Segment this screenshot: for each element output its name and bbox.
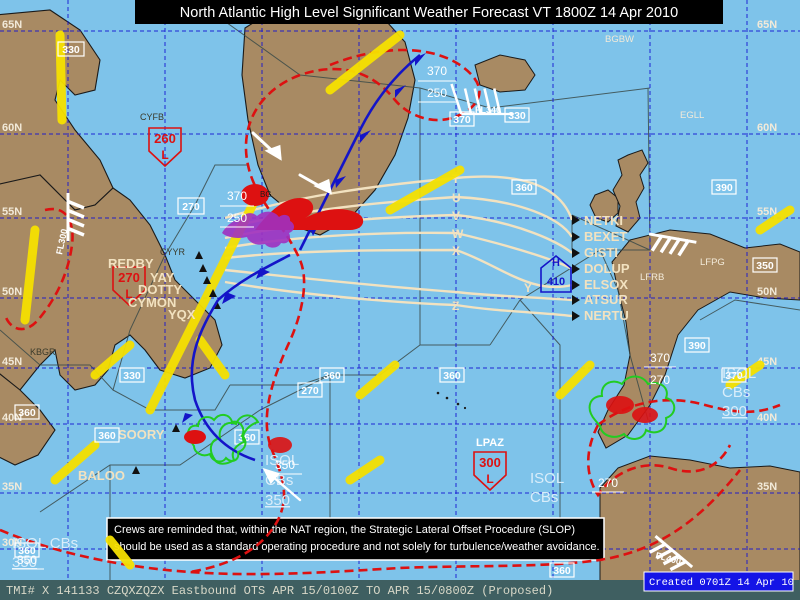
svg-text:Z: Z	[452, 299, 459, 313]
svg-text:X: X	[452, 244, 460, 258]
svg-text:ELSOX: ELSOX	[584, 277, 628, 292]
svg-text:should be used as a standard o: should be used as a standard operating p…	[114, 541, 600, 553]
svg-text:ISOL: ISOL	[722, 365, 756, 382]
svg-text:360: 360	[515, 182, 533, 194]
svg-text:270: 270	[118, 270, 140, 285]
svg-text:360: 360	[553, 565, 571, 577]
svg-text:BALOO: BALOO	[78, 468, 125, 483]
svg-text:350: 350	[275, 458, 295, 472]
svg-text:NETKI: NETKI	[584, 213, 623, 228]
svg-text:CYFB: CYFB	[140, 112, 164, 122]
svg-text:250: 250	[227, 211, 247, 225]
svg-text:55N: 55N	[2, 206, 22, 218]
svg-text:CYYR: CYYR	[160, 247, 186, 257]
svg-text:270: 270	[650, 373, 670, 387]
svg-text:350: 350	[265, 492, 290, 509]
svg-text:350: 350	[17, 553, 37, 567]
svg-text:390: 390	[688, 340, 706, 352]
svg-text:360: 360	[323, 370, 341, 382]
svg-text:330: 330	[508, 110, 526, 122]
svg-text:U: U	[452, 191, 461, 205]
svg-text:270: 270	[598, 476, 618, 490]
svg-text:45N: 45N	[2, 356, 22, 368]
svg-text:L: L	[161, 148, 168, 162]
svg-text:ISOL CBs: ISOL CBs	[12, 535, 78, 552]
svg-text:270: 270	[301, 385, 319, 397]
svg-text:40N: 40N	[757, 412, 777, 424]
svg-text:SOORY: SOORY	[118, 427, 165, 442]
svg-text:FL340: FL340	[475, 105, 501, 115]
svg-text:H: H	[552, 257, 560, 269]
svg-text:370: 370	[650, 351, 670, 365]
svg-text:270: 270	[182, 201, 200, 213]
svg-text:BG: BG	[260, 190, 272, 199]
svg-text:60N: 60N	[2, 122, 22, 134]
svg-text:BGBW: BGBW	[605, 34, 634, 45]
svg-text:North Atlantic High Level Sign: North Atlantic High Level Significant We…	[180, 5, 678, 21]
svg-text:330: 330	[123, 370, 141, 382]
svg-text:ATSUR: ATSUR	[584, 292, 628, 307]
svg-text:360: 360	[98, 430, 116, 442]
svg-text:Crews are reminded that, withi: Crews are reminded that, within the NAT …	[114, 524, 575, 536]
svg-text:65N: 65N	[757, 19, 777, 31]
svg-text:330: 330	[62, 44, 80, 56]
svg-text:300: 300	[722, 403, 747, 420]
svg-text:50N: 50N	[757, 286, 777, 298]
svg-text:TMI# X 141133 CZQXZQZX Eastbou: TMI# X 141133 CZQXZQZX Eastbound OTS APR…	[6, 584, 553, 598]
svg-text:390: 390	[715, 182, 733, 194]
svg-text:YQX: YQX	[168, 307, 196, 322]
svg-text:BEXET: BEXET	[584, 229, 627, 244]
svg-text:250: 250	[427, 86, 447, 100]
svg-text:GISTI: GISTI	[584, 245, 618, 260]
svg-text:410: 410	[547, 276, 565, 288]
svg-text:300: 300	[479, 455, 501, 470]
svg-text:KBGR: KBGR	[30, 347, 56, 357]
svg-text:W: W	[452, 227, 464, 241]
svg-text:CBs: CBs	[722, 384, 750, 401]
svg-text:LFRB: LFRB	[640, 272, 664, 283]
svg-text:350: 350	[756, 260, 774, 272]
svg-text:DOLUP: DOLUP	[584, 261, 630, 276]
svg-text:Y: Y	[524, 281, 532, 295]
svg-text:260: 260	[154, 131, 176, 146]
svg-text:V: V	[452, 209, 460, 223]
svg-text:Created 0701Z 14 Apr 10: Created 0701Z 14 Apr 10	[649, 577, 794, 589]
svg-text:360: 360	[443, 370, 461, 382]
svg-text:REDBY: REDBY	[108, 256, 154, 271]
svg-text:CBs: CBs	[530, 489, 558, 506]
svg-text:370: 370	[453, 114, 471, 126]
svg-text:35N: 35N	[757, 481, 777, 493]
svg-text:360: 360	[238, 432, 256, 444]
svg-text:370: 370	[427, 64, 447, 78]
svg-text:35N: 35N	[2, 481, 22, 493]
svg-text:NERTU: NERTU	[584, 308, 629, 323]
svg-text:370: 370	[227, 189, 247, 203]
svg-text:60N: 60N	[757, 122, 777, 134]
svg-text:ISOL: ISOL	[530, 470, 564, 487]
svg-text:LFPG: LFPG	[700, 257, 725, 268]
svg-text:360: 360	[18, 407, 36, 419]
svg-text:65N: 65N	[2, 19, 22, 31]
svg-text:50N: 50N	[2, 286, 22, 298]
svg-text:L: L	[486, 472, 493, 486]
svg-text:EGLL: EGLL	[680, 110, 704, 121]
svg-text:LPAZ: LPAZ	[476, 437, 504, 449]
